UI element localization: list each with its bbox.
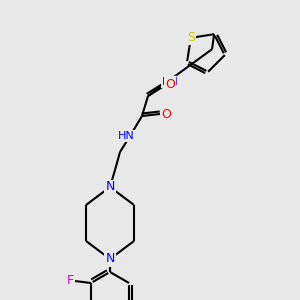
Text: O: O: [165, 77, 175, 91]
Text: HN: HN: [118, 131, 134, 141]
Text: F: F: [66, 274, 74, 287]
Text: N: N: [105, 181, 115, 194]
Text: NH: NH: [162, 77, 178, 87]
Text: N: N: [105, 253, 115, 266]
Text: S: S: [187, 32, 195, 44]
Text: O: O: [161, 107, 171, 121]
